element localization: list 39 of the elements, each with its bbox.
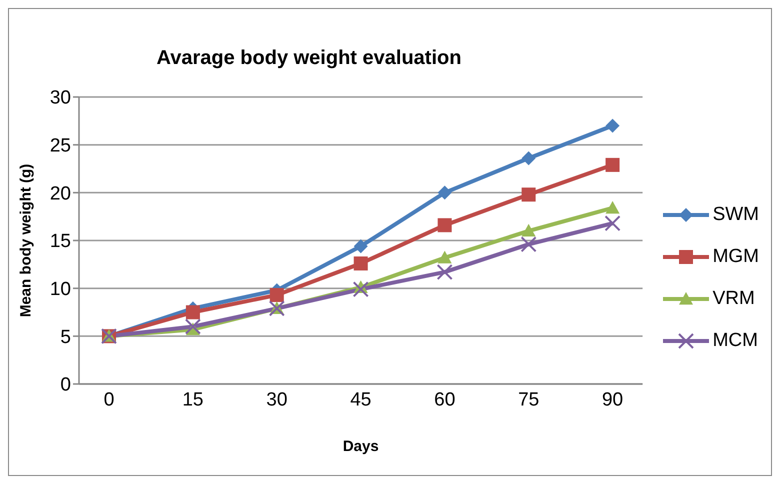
- y-tick-label: 20: [50, 183, 71, 204]
- y-tick-label: 15: [50, 231, 71, 252]
- y-tick-label: 0: [60, 374, 71, 396]
- point: [522, 224, 536, 237]
- chart-title: Avarage body weight evaluation: [156, 47, 462, 70]
- x-tick-label: 30: [266, 389, 288, 410]
- point: [522, 188, 536, 202]
- y-tick-label: 5: [60, 326, 71, 348]
- point: [354, 256, 368, 270]
- point: [354, 239, 368, 254]
- y-axis-title: Mean body weight (g): [17, 164, 34, 318]
- x-tick-label: 45: [350, 389, 372, 410]
- point: [606, 200, 620, 214]
- point: [606, 118, 620, 133]
- point: [436, 264, 453, 280]
- point: [520, 236, 537, 252]
- legend-label: SWM: [712, 204, 759, 226]
- point: [438, 218, 452, 232]
- x-tick-label: 60: [434, 389, 456, 410]
- x-axis-title: Days: [342, 438, 379, 455]
- y-tick-label: 30: [50, 88, 71, 109]
- legend-label: MCM: [712, 330, 758, 352]
- point: [438, 250, 452, 264]
- x-tick-label: 90: [602, 389, 624, 410]
- point: [606, 158, 620, 172]
- point: [270, 288, 284, 302]
- x-tick-label: 0: [104, 389, 114, 410]
- x-tick-label: 75: [518, 389, 540, 410]
- y-tick-label: 10: [50, 279, 71, 300]
- legend-label: MGM: [712, 246, 759, 268]
- point: [604, 215, 621, 232]
- y-tick-label: 25: [50, 136, 71, 157]
- point: [184, 318, 201, 335]
- legend-label: VRM: [712, 288, 755, 310]
- point: [186, 305, 200, 320]
- point: [522, 151, 536, 166]
- point: [438, 186, 452, 200]
- point: [352, 281, 369, 298]
- x-tick-label: 15: [182, 389, 204, 410]
